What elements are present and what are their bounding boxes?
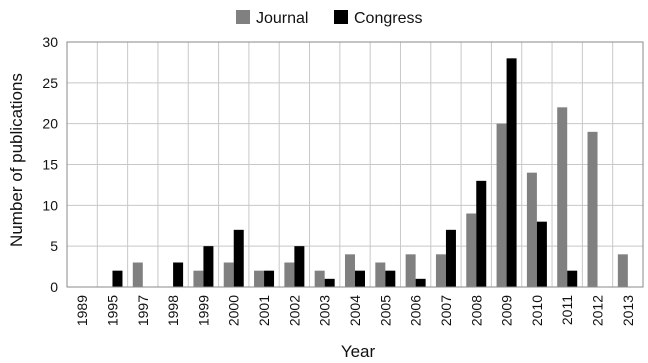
bar-congress-2011 [567,270,578,287]
bar-journal-2009 [496,123,507,288]
bar-journal-1999 [193,270,204,287]
bar-congress-1998 [173,262,184,287]
x-tick-label: 2007 [438,295,454,326]
plot-frame [66,41,644,288]
bar-congress-1995 [112,270,123,287]
bars [112,58,628,288]
bar-congress-1999 [203,246,214,287]
bar-journal-2011 [557,107,568,287]
bar-congress-2007 [445,229,456,287]
x-tick-label: 2006 [408,295,424,326]
x-tick-label: 2002 [286,295,302,326]
y-tick-label: 25 [42,75,58,91]
y-tick-label: 10 [42,197,58,213]
bar-journal-2005 [375,262,386,287]
gridlines [66,41,644,288]
bar-congress-2000 [233,229,244,287]
x-axis-title: Year [341,342,376,361]
bar-journal-2003 [314,270,325,287]
bar-congress-2008 [476,180,487,287]
legend: Journal Congress [236,10,422,27]
bar-congress-2001 [264,270,275,287]
x-tick-label: 2011 [559,295,575,325]
y-axis-ticks: 0 5 10 15 20 25 30 [42,34,58,295]
y-axis-title: Number of publications [7,73,26,247]
x-tick-label: 1989 [74,295,90,326]
x-tick-label: 2010 [529,295,545,326]
bar-journal-2010 [526,172,537,287]
legend-swatch-congress [334,10,348,24]
x-tick-label: 2008 [468,295,484,326]
bar-journal-2007 [435,254,446,287]
bar-congress-2002 [294,246,305,287]
x-tick-label: 1995 [104,295,120,326]
bar-journal-2013 [617,254,628,287]
x-tick-label: 2000 [226,295,242,326]
y-tick-label: 0 [50,279,58,295]
bar-congress-2010 [536,221,547,287]
bar-journal-2004 [345,254,355,287]
x-tick-label: 1999 [195,295,211,326]
x-tick-label: 2003 [317,295,333,326]
bar-journal-2001 [254,270,265,287]
bar-journal-2012 [587,131,598,287]
y-tick-label: 20 [42,116,58,132]
legend-swatch-journal [236,10,250,24]
bar-congress-2009 [506,58,517,288]
bar-journal-1997 [132,262,143,287]
x-tick-label: 2005 [377,295,393,326]
y-tick-label: 15 [42,157,58,173]
bar-journal-2008 [466,213,477,287]
bar-congress-2004 [355,270,365,287]
legend-label-congress: Congress [354,10,422,27]
x-axis-ticks: 1989 1995 1997 1998 1999 2000 2001 2002 2003 2004… [74,295,636,326]
y-tick-label: 5 [50,238,58,254]
y-tick-label: 30 [42,34,58,50]
bar-journal-2000 [223,262,234,287]
bar-congress-2005 [385,270,396,287]
x-tick-label: 2013 [620,295,636,326]
bar-journal-2006 [405,254,416,287]
x-tick-label: 2009 [499,295,515,326]
x-tick-label: 2012 [590,295,606,326]
x-tick-label: 2004 [347,295,363,326]
bar-congress-2003 [324,278,335,287]
x-tick-label: 1997 [135,295,151,326]
bar-journal-2002 [284,262,295,287]
legend-label-journal: Journal [256,10,308,27]
x-tick-label: 1998 [165,295,181,326]
bar-congress-2006 [415,278,426,287]
x-tick-label: 2001 [256,295,272,326]
